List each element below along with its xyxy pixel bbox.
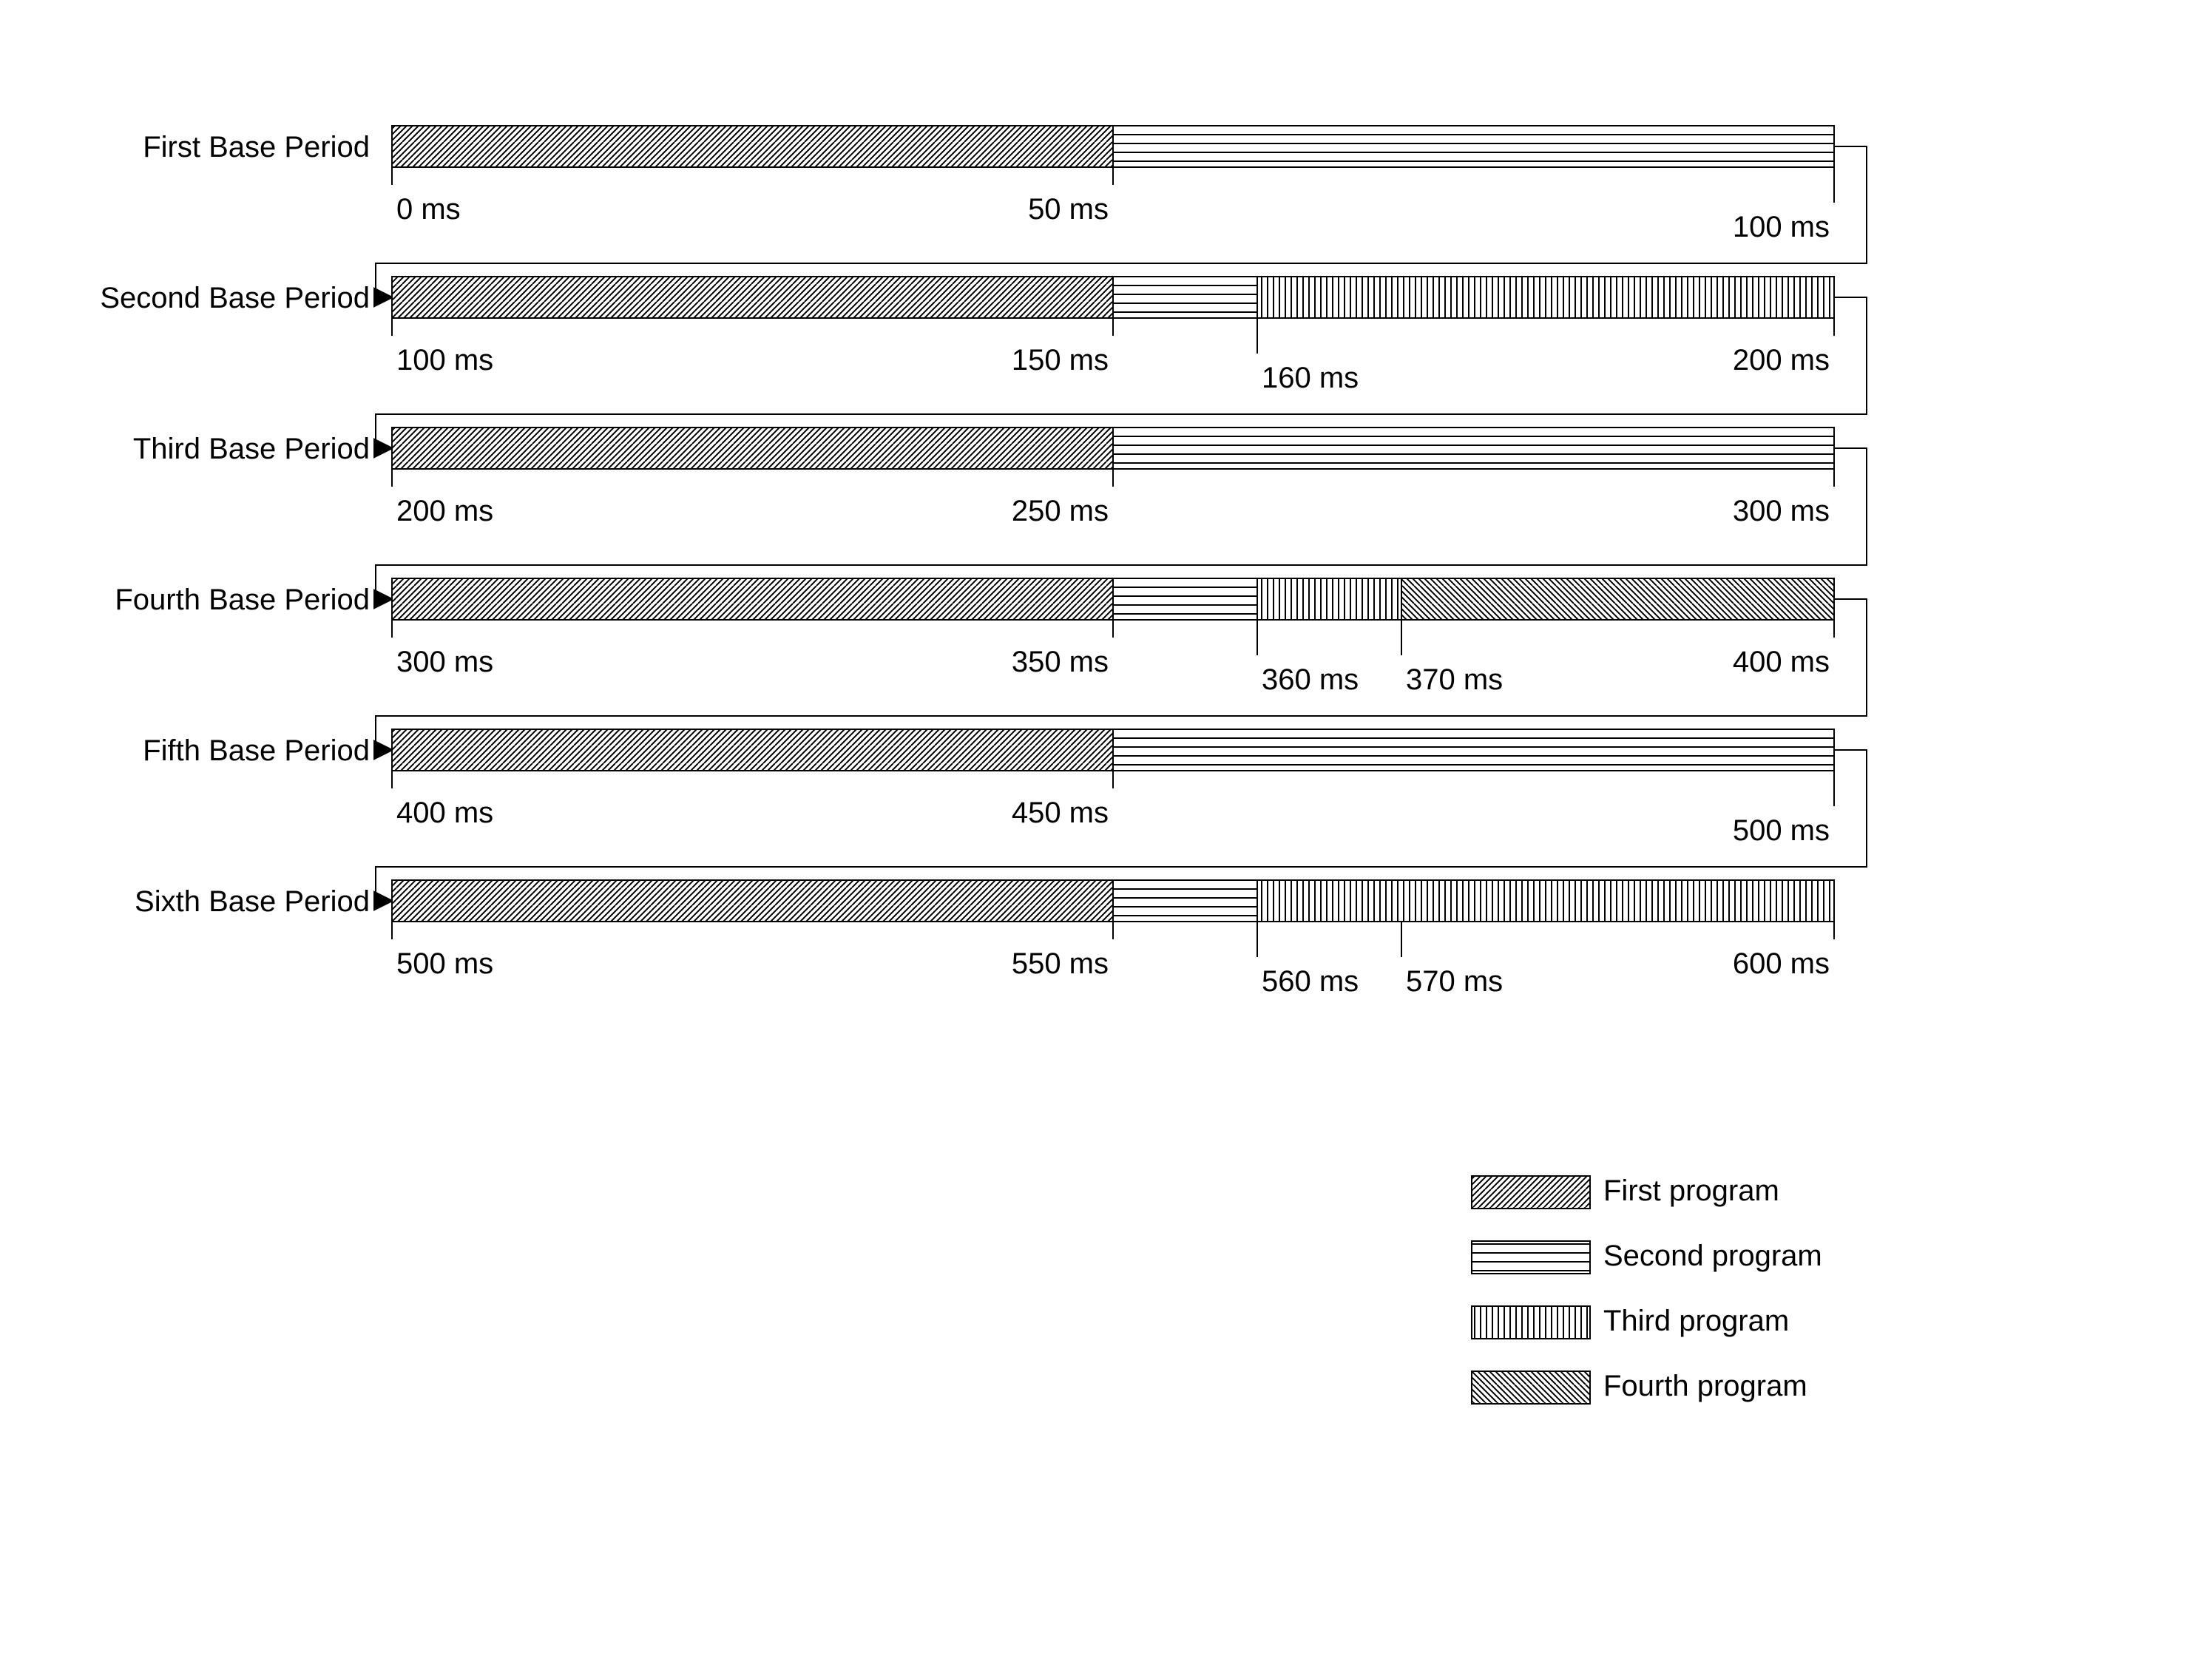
row-connector	[376, 599, 1867, 750]
segment-first	[392, 427, 1113, 469]
tick-label: 550 ms	[1012, 947, 1109, 980]
tick-label: 500 ms	[1733, 814, 1830, 847]
legend-label: First program	[1603, 1175, 1779, 1207]
segment-first	[392, 126, 1113, 167]
tick-label: 600 ms	[1733, 947, 1830, 980]
tick-label: 100 ms	[1733, 211, 1830, 243]
legend-label: Second program	[1603, 1240, 1822, 1272]
tick-label: 50 ms	[1028, 193, 1109, 226]
legend-swatch-third	[1472, 1306, 1590, 1339]
segment-third	[1257, 578, 1401, 620]
legend-swatch-first	[1472, 1176, 1590, 1209]
tick-label: 450 ms	[1012, 797, 1109, 829]
row-label: First Base Period	[143, 131, 370, 163]
tick-label: 300 ms	[1733, 495, 1830, 527]
tick-label: 350 ms	[1012, 646, 1109, 678]
segment-second	[1113, 126, 1834, 167]
segment-first	[392, 729, 1113, 771]
segment-first	[392, 277, 1113, 318]
tick-label: 200 ms	[1733, 344, 1830, 376]
row-label: Sixth Base Period	[135, 885, 370, 918]
legend-swatch-second	[1472, 1241, 1590, 1274]
tick-label: 300 ms	[396, 646, 493, 678]
segment-second	[1113, 880, 1257, 922]
tick-label: 250 ms	[1012, 495, 1109, 527]
row-label: Fifth Base Period	[143, 734, 370, 767]
tick-label: 560 ms	[1262, 965, 1359, 998]
segment-second	[1113, 277, 1257, 318]
segment-third	[1257, 880, 1834, 922]
legend-swatch-fourth	[1472, 1371, 1590, 1404]
tick-label: 200 ms	[396, 495, 493, 527]
segment-second	[1113, 427, 1834, 469]
tick-label: 400 ms	[1733, 646, 1830, 678]
tick-label: 150 ms	[1012, 344, 1109, 376]
legend-label: Third program	[1603, 1305, 1789, 1337]
tick-label: 370 ms	[1406, 663, 1503, 696]
segment-first	[392, 578, 1113, 620]
tick-label: 100 ms	[396, 344, 493, 376]
segment-first	[392, 880, 1113, 922]
tick-label: 400 ms	[396, 797, 493, 829]
row-connector	[376, 297, 1867, 448]
legend-label: Fourth program	[1603, 1370, 1807, 1402]
segment-third	[1257, 277, 1834, 318]
tick-label: 570 ms	[1406, 965, 1503, 998]
segment-fourth	[1401, 578, 1834, 620]
tick-label: 0 ms	[396, 193, 461, 226]
row-label: Fourth Base Period	[115, 584, 370, 616]
timeline-diagram: First Base Period 0 ms 50 ms 100 ms Second B…	[0, 0, 2212, 1656]
tick-label: 160 ms	[1262, 362, 1359, 394]
segment-second	[1113, 578, 1257, 620]
row-connector	[376, 448, 1867, 599]
row-label: Second Base Period	[100, 282, 370, 314]
row-connector	[376, 750, 1867, 901]
tick-label: 500 ms	[396, 947, 493, 980]
row-connector	[376, 146, 1867, 297]
row-label: Third Base Period	[133, 433, 370, 465]
tick-label: 360 ms	[1262, 663, 1359, 696]
segment-second	[1113, 729, 1834, 771]
